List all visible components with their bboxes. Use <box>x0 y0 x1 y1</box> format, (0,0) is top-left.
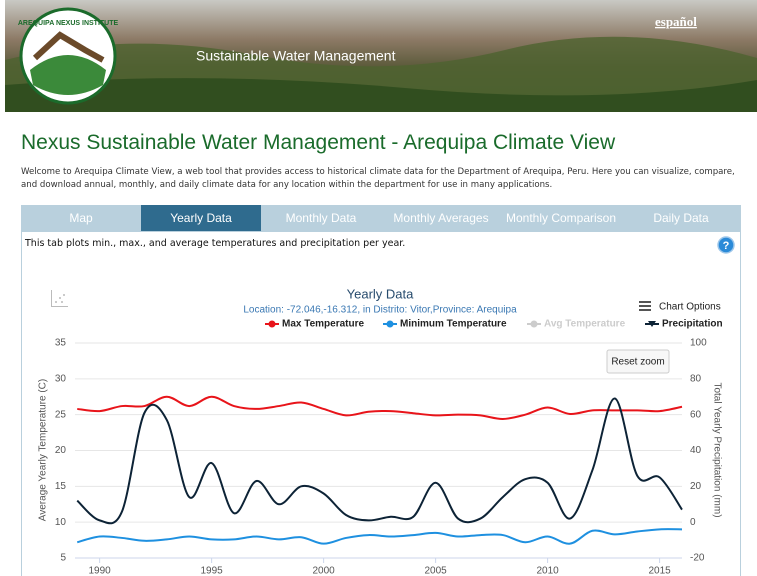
help-text[interactable]: ? <box>723 240 730 252</box>
tab[interactable]: Monthly Averages <box>393 211 489 225</box>
y2-tick-label: 20 <box>690 481 702 492</box>
y-tick-label: 20 <box>55 445 67 456</box>
series-line <box>76 397 683 525</box>
legend-marker <box>530 320 538 328</box>
legend-label: Minimum Temperature <box>400 319 507 330</box>
y-tick-label: 25 <box>55 409 67 420</box>
y-tick-label: 15 <box>55 481 67 492</box>
x-tick-label: 2010 <box>536 566 559 576</box>
tab-panel <box>21 231 741 576</box>
x-tick-label: 2015 <box>648 566 671 576</box>
x-tick-label: 2005 <box>424 566 447 576</box>
chart-options-icon[interactable] <box>639 301 651 311</box>
scatter-icon <box>51 290 68 307</box>
legend-label: Max Temperature <box>282 319 365 330</box>
y2-axis-title: Total Yearly Precipitation (mm) <box>711 382 722 517</box>
y-axis-title: Average Yearly Temperature (C) <box>38 379 49 522</box>
tab[interactable]: Daily Data <box>653 211 709 225</box>
legend-marker <box>386 320 394 328</box>
header-subtitle: Sustainable Water Management <box>196 48 396 64</box>
legend-marker <box>268 320 276 328</box>
y-tick-label: 10 <box>55 517 67 528</box>
reset-zoom-button[interactable] <box>606 349 670 374</box>
tab[interactable]: Map <box>69 211 93 225</box>
x-tick-label: 1990 <box>89 566 112 576</box>
tab[interactable]: Yearly Data <box>141 205 261 231</box>
chart-options[interactable]: Chart Options <box>659 302 721 313</box>
chart-subtitle: Location: -72.046,-16.312, in Distrito: … <box>243 305 517 316</box>
legend-label: Avg Temperature <box>544 319 626 330</box>
reset-zoom-text[interactable]: Reset zoom <box>611 357 664 368</box>
legend-label: Precipitation <box>662 319 723 330</box>
tab-bar: Map Yearly Data Monthly Data Monthly Averag… <box>21 205 741 231</box>
tab[interactable]: Monthly Data <box>285 211 357 225</box>
chart-title: Yearly Data <box>347 286 414 301</box>
legend-item[interactable]: Minimum Temperature <box>383 319 507 330</box>
y-tick-label: 30 <box>55 373 67 384</box>
logo-text: AREQUIPA NEXUS INSTITUTE <box>18 20 119 27</box>
y-tick-label: 35 <box>55 338 67 349</box>
x-tick-label: 2000 <box>312 566 335 576</box>
y2-tick-label: 40 <box>690 445 702 456</box>
tab-description: This tab plots min., max., and average t… <box>25 238 406 249</box>
intro-text: Welcome to Arequipa Climate View, a web … <box>21 167 735 190</box>
page-title: Nexus Sustainable Water Management - Are… <box>21 131 616 154</box>
x-tick-label: 1995 <box>201 566 224 576</box>
y2-tick-label: 100 <box>690 338 707 349</box>
help-icon[interactable] <box>717 236 735 254</box>
legend-item[interactable]: Max Temperature <box>265 319 365 330</box>
series-line <box>76 528 683 545</box>
y2-tick-label: 60 <box>690 409 702 420</box>
legend-item[interactable]: Precipitation <box>645 319 723 330</box>
tab[interactable]: Monthly Comparison <box>505 211 617 225</box>
y2-tick-label: 0 <box>690 517 696 528</box>
legend-marker <box>648 321 656 327</box>
y2-tick-label: 80 <box>690 373 702 384</box>
y-tick-label: 5 <box>60 553 66 564</box>
series-line <box>77 395 683 420</box>
header-banner: AREQUIPA NEXUS INSTITUTE Sustainable Wat… <box>5 0 757 112</box>
y2-tick-label: -20 <box>690 553 705 564</box>
legend-item[interactable]: Avg Temperature <box>527 319 626 330</box>
language-link[interactable]: español <box>655 14 697 29</box>
